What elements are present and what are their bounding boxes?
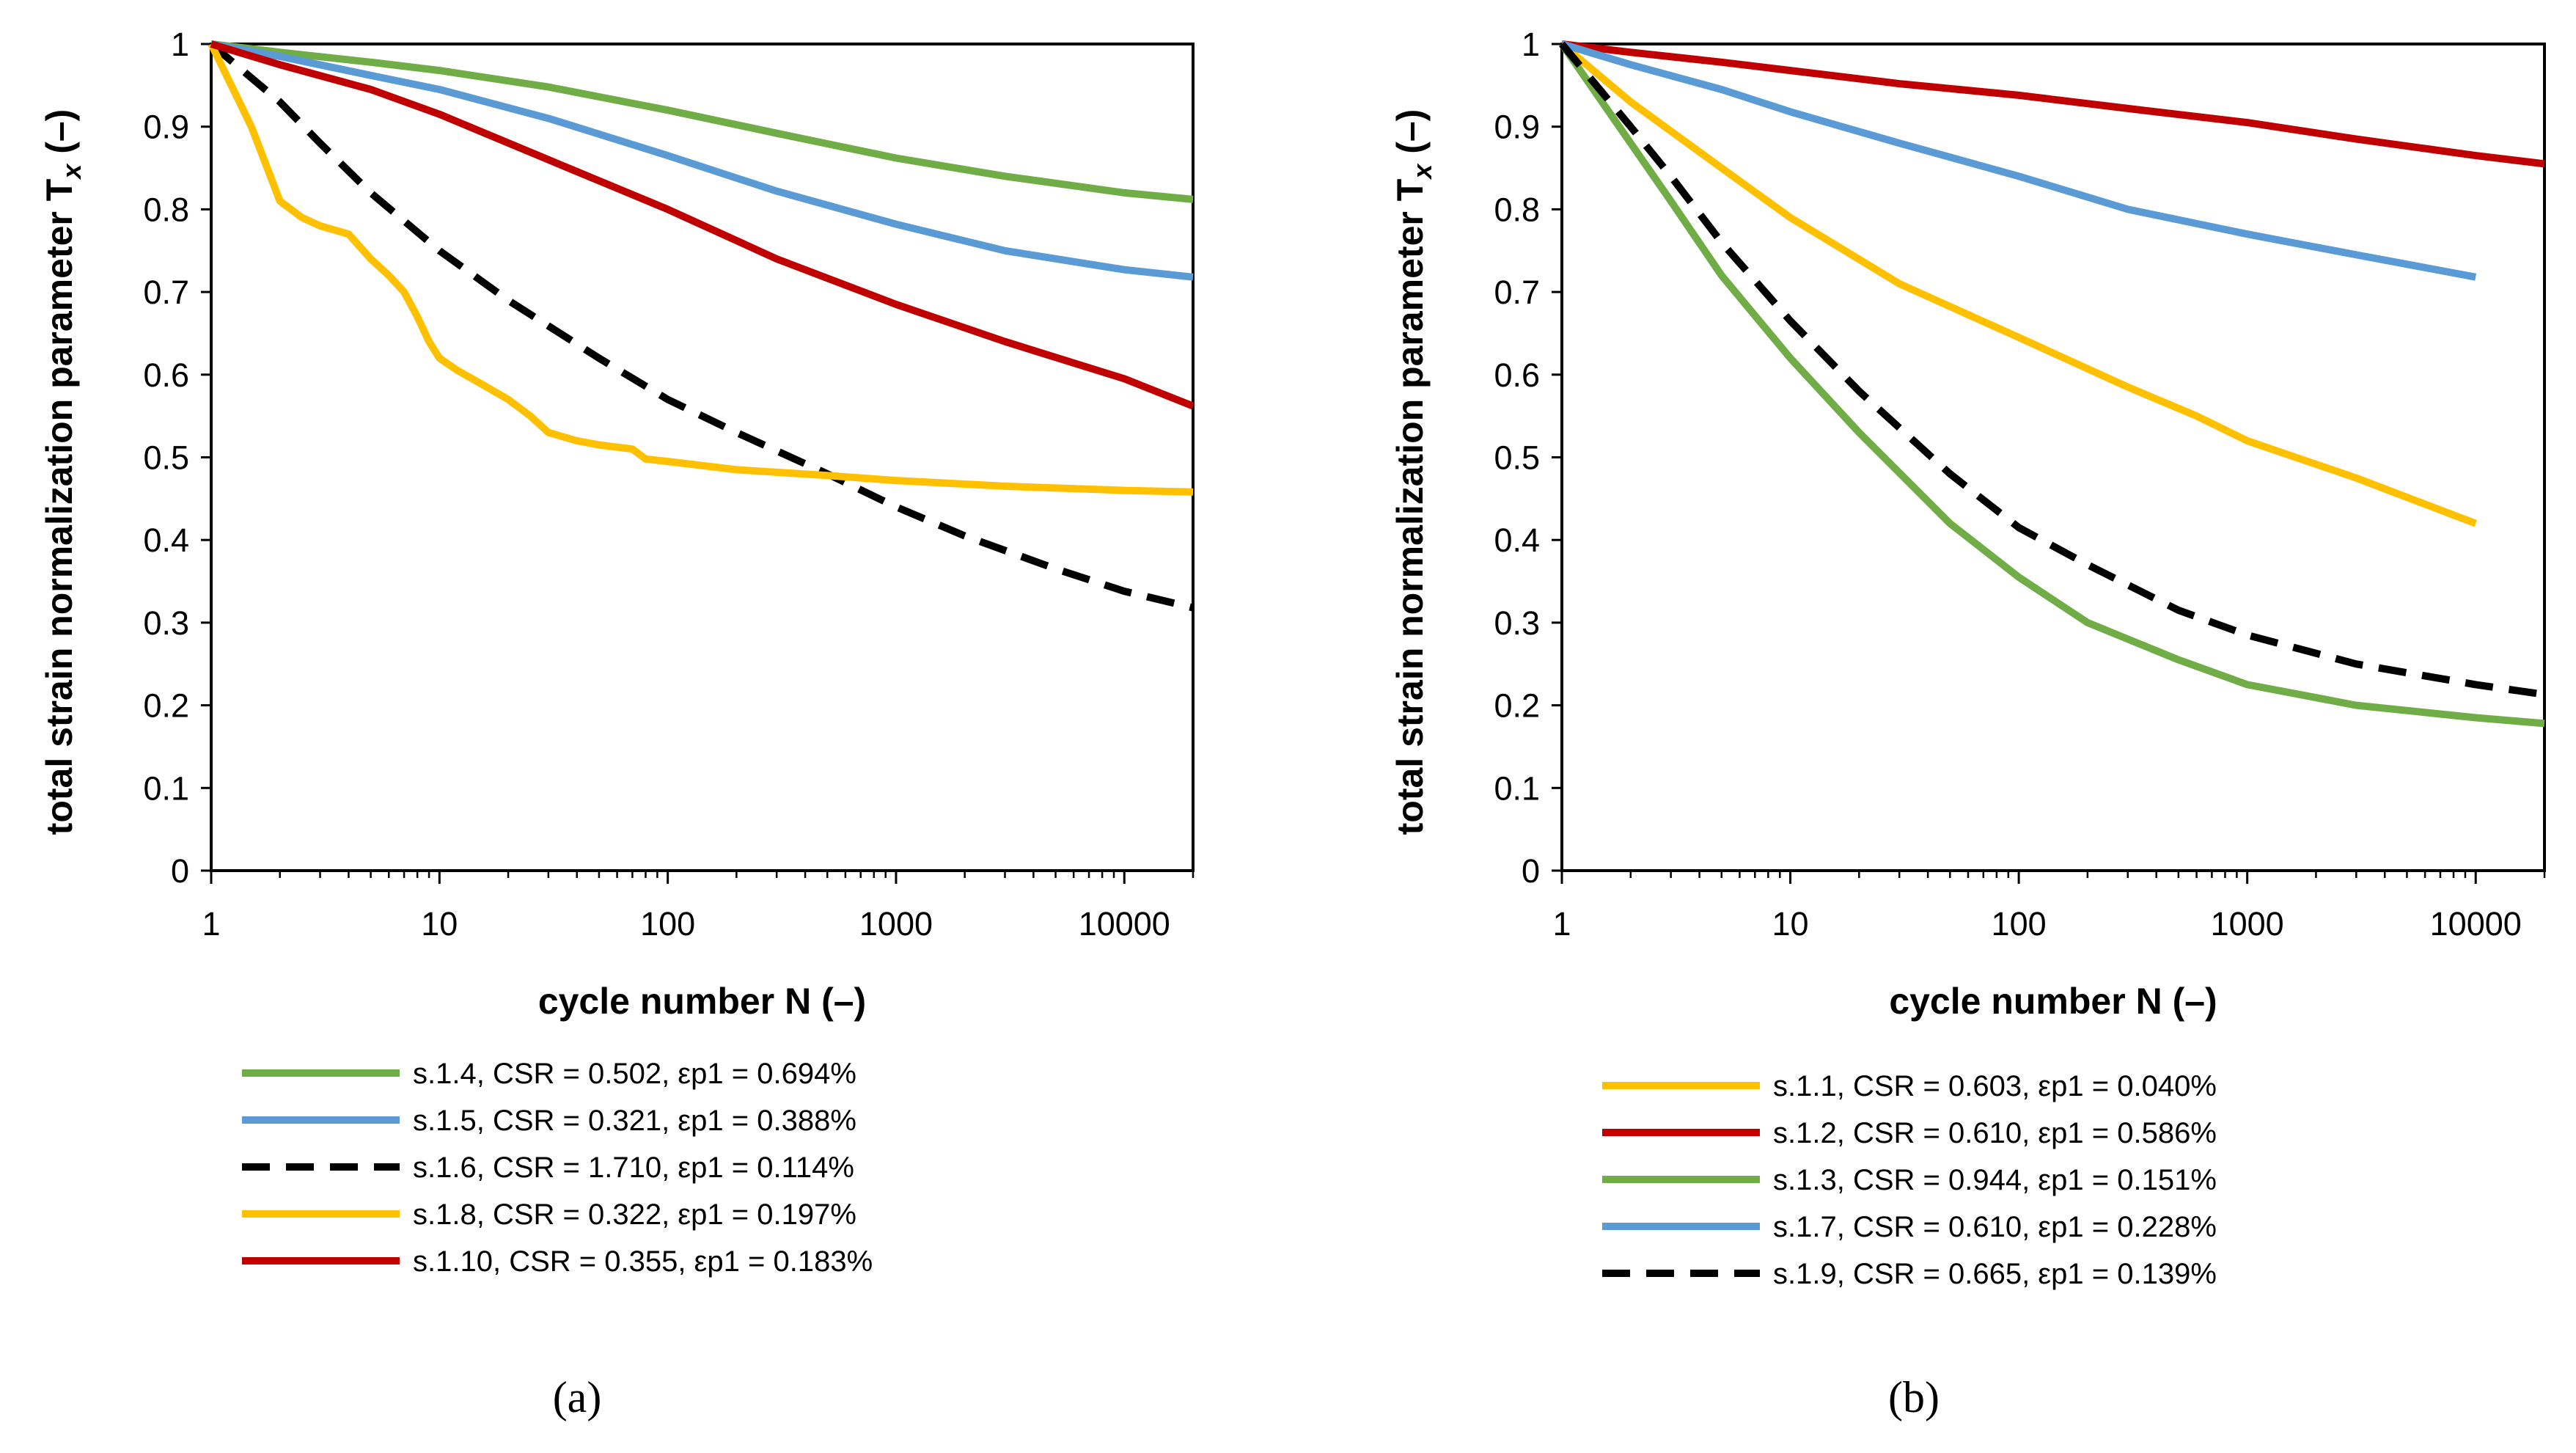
x-tick-label: 1000 — [2211, 905, 2284, 943]
y-axis-ticks: 0 0.1 0.2 0.3 0.4 0.5 0.6 0.7 0.8 0.9 1 — [143, 26, 211, 890]
y-tick-label: 0.8 — [1494, 191, 1540, 228]
y-axis-label-subscript: x — [56, 163, 87, 180]
legend-label: s.1.1, CSR = 0.603, εp1 = 0.040% — [1773, 1070, 2217, 1102]
legend-label: s.1.3, CSR = 0.944, εp1 = 0.151% — [1773, 1164, 2217, 1196]
y-axis-ticks: 0 0.1 0.2 0.3 0.4 0.5 0.6 0.7 0.8 0.9 1 — [1494, 26, 1562, 890]
chart-panel-b: 0 0.1 0.2 0.3 0.4 0.5 0.6 0.7 0.8 0.9 1 1 10 100 1000… — [1390, 26, 2546, 1421]
y-tick-label: 0 — [1522, 852, 1540, 890]
legend-label: s.1.10, CSR = 0.355, εp1 = 0.183% — [413, 1245, 873, 1278]
y-tick-label: 0.6 — [1494, 356, 1540, 394]
x-tick-label: 100 — [640, 905, 695, 943]
x-tick-label: 10000 — [2430, 905, 2522, 943]
legend-label: s.1.2, CSR = 0.610, εp1 = 0.586% — [1773, 1117, 2217, 1149]
legend-label: s.1.8, CSR = 0.322, εp1 = 0.197% — [413, 1198, 856, 1231]
y-tick-label: 0.3 — [143, 604, 189, 642]
x-tick-label: 1 — [1552, 905, 1571, 943]
series-line-2 — [210, 40, 1194, 281]
y-tick-label: 0.6 — [143, 356, 189, 394]
legend-label: s.1.9, CSR = 0.665, εp1 = 0.139% — [1773, 1258, 2217, 1290]
legend: s.1.1, CSR = 0.603, εp1 = 0.040% s.1.2, C… — [1602, 1070, 2217, 1290]
series-line-3 — [208, 41, 1195, 612]
y-tick-label: 0.7 — [1494, 274, 1540, 311]
x-tick-label: 10 — [1772, 905, 1809, 943]
series-line-5 — [1559, 41, 2545, 698]
y-tick-label: 0.9 — [143, 109, 189, 146]
legend-label: s.1.6, CSR = 1.710, εp1 = 0.114% — [413, 1152, 854, 1184]
y-tick-label: 0.1 — [1494, 769, 1540, 807]
y-tick-label: 0.2 — [1494, 687, 1540, 725]
y-axis-label-main: total strain normalization parameter T — [39, 179, 80, 835]
y-axis-label: total strain normalization parameter Tx … — [1390, 109, 1437, 835]
y-tick-label: 0.5 — [143, 439, 189, 477]
panel-label: (b) — [1888, 1373, 1940, 1421]
y-axis-label-unit: (–) — [39, 109, 80, 164]
x-axis-ticks: 1 10 100 1000 10000 — [1552, 871, 2546, 943]
x-tick-label: 10000 — [1079, 905, 1170, 943]
series-line-4 — [208, 42, 1194, 496]
series-line-1 — [1559, 41, 2477, 527]
y-tick-label: 0.9 — [1494, 109, 1540, 146]
y-axis-label: total strain normalization parameter Tx … — [39, 109, 87, 835]
series-line-4 — [1560, 40, 2477, 281]
series-line-1 — [210, 40, 1194, 203]
y-tick-label: 0.4 — [1494, 521, 1540, 559]
x-axis-ticks: 1 10 100 1000 10000 — [202, 871, 1195, 943]
y-tick-label: 0.1 — [143, 769, 189, 807]
plot-frame — [1560, 43, 2546, 872]
x-tick-label: 100 — [1992, 905, 2047, 943]
x-tick-label: 10 — [421, 905, 458, 943]
y-tick-label: 0.7 — [143, 274, 189, 311]
panel-label: (a) — [553, 1373, 602, 1421]
series-line-2 — [1561, 40, 2545, 168]
series-line-5 — [210, 40, 1195, 410]
y-tick-label: 0.2 — [143, 687, 189, 725]
series-lines — [208, 40, 1195, 612]
y-tick-label: 0.3 — [1494, 604, 1540, 642]
series-lines — [1558, 40, 2545, 728]
y-axis-label-main: total strain normalization parameter T — [1390, 179, 1431, 835]
y-tick-label: 0.4 — [143, 521, 189, 559]
series-line-3 — [1558, 42, 2545, 728]
y-tick-label: 0.8 — [143, 191, 189, 228]
legend-label: s.1.5, CSR = 0.321, εp1 = 0.388% — [413, 1105, 856, 1137]
y-axis-label-unit: (–) — [1390, 109, 1431, 164]
x-axis-label: cycle number N (–) — [1889, 981, 2217, 1022]
y-tick-label: 0 — [171, 852, 189, 890]
y-tick-label: 1 — [1522, 26, 1540, 63]
legend-label: s.1.4, CSR = 0.502, εp1 = 0.694% — [413, 1058, 856, 1090]
chart-panel-a: 0 0.1 0.2 0.3 0.4 0.5 0.6 0.7 0.8 0.9 1 1 10 100 1000… — [39, 26, 1195, 1421]
legend-label: s.1.7, CSR = 0.610, εp1 = 0.228% — [1773, 1211, 2217, 1243]
x-tick-label: 1 — [202, 905, 220, 943]
y-tick-label: 0.5 — [1494, 439, 1540, 477]
x-axis-label: cycle number N (–) — [538, 981, 866, 1022]
x-tick-label: 1000 — [859, 905, 933, 943]
legend: s.1.4, CSR = 0.502, εp1 = 0.694% s.1.5, C… — [242, 1058, 873, 1278]
y-tick-label: 1 — [171, 26, 189, 63]
y-axis-label-subscript: x — [1407, 163, 1437, 180]
